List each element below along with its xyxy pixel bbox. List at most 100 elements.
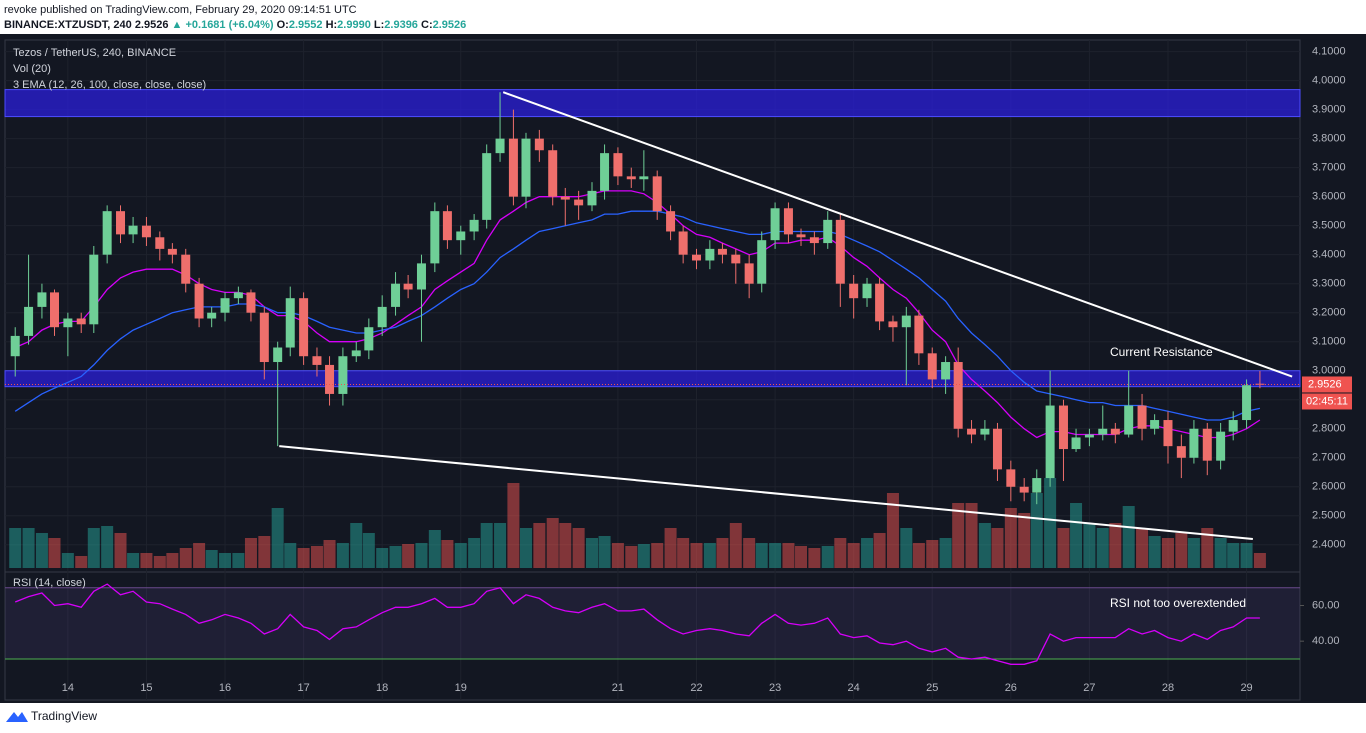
x-tick-label: 19 — [455, 682, 467, 694]
countdown: 02:45:11 — [1306, 395, 1348, 407]
volume-bar — [965, 503, 978, 568]
x-tick-label: 23 — [769, 682, 781, 694]
y-tick-label: 2.8000 — [1312, 423, 1346, 435]
candle-body — [167, 248, 177, 255]
candle-body — [927, 353, 937, 380]
volume-bar — [310, 546, 323, 568]
volume-bar — [389, 546, 402, 568]
candle-body — [377, 306, 387, 328]
volume-bar — [743, 538, 756, 568]
volume-bar — [166, 553, 179, 568]
chart-title: Tezos / TetherUS, 240, BINANCE — [13, 47, 176, 59]
volume-bar — [507, 483, 520, 568]
candle-body — [233, 292, 243, 299]
volume-bar — [1018, 513, 1031, 568]
volume-bar — [101, 526, 114, 568]
candle-body — [770, 208, 780, 241]
candle-body — [220, 298, 230, 313]
candle-body — [613, 153, 623, 177]
volume-bar — [1161, 538, 1174, 568]
x-tick-label: 18 — [376, 682, 388, 694]
candle-body — [1228, 420, 1238, 432]
candle-body — [37, 292, 47, 307]
candle-body — [574, 199, 584, 206]
candle-body — [652, 176, 662, 212]
volume-bar — [651, 543, 664, 568]
volume-bar — [22, 528, 35, 568]
candle-body — [1163, 420, 1173, 447]
volume-bar — [1214, 538, 1227, 568]
volume-bar — [847, 543, 860, 568]
volume-bar — [585, 538, 598, 568]
volume-bar — [769, 543, 782, 568]
candle-body — [600, 153, 610, 191]
y-tick-label: 3.6000 — [1312, 191, 1346, 203]
symbol: BINANCE:XTZUSDT, 240 — [4, 19, 132, 31]
volume-bar — [1240, 543, 1253, 568]
candle-body — [953, 362, 963, 429]
volume-bar — [1109, 523, 1122, 568]
candle-body — [587, 190, 597, 206]
candle-body — [364, 327, 374, 351]
y-tick-label: 3.5000 — [1312, 220, 1346, 232]
candle-body — [102, 211, 112, 255]
candle-body — [442, 211, 452, 241]
c: 2.9526 — [433, 19, 467, 31]
volume-bar — [1070, 503, 1083, 568]
c-label: C: — [421, 19, 433, 31]
candle-body — [259, 312, 269, 363]
candle-body — [1110, 428, 1120, 435]
candle-body — [299, 298, 309, 357]
candle-body — [744, 263, 754, 284]
volume-bar — [153, 556, 166, 568]
candle-body — [1137, 405, 1147, 429]
candle-body — [692, 254, 702, 261]
volume-bar — [546, 518, 559, 568]
candle-body — [1071, 437, 1081, 450]
x-tick-label: 14 — [62, 682, 74, 694]
y-tick-label: 3.3000 — [1312, 278, 1346, 290]
candle-body — [783, 208, 793, 235]
volume-bar — [795, 546, 808, 568]
candle-body — [862, 283, 872, 299]
volume-bar — [559, 523, 572, 568]
volume-bar — [468, 538, 481, 568]
candle-body — [50, 292, 60, 328]
volume-bar — [48, 538, 61, 568]
indicator-label: Vol (20) — [13, 63, 51, 75]
candle-body — [901, 315, 911, 328]
o-label: O: — [277, 19, 289, 31]
candle-body — [1019, 486, 1029, 493]
candle-body — [521, 138, 531, 197]
volume-bar — [729, 523, 742, 568]
volume-bar — [716, 538, 729, 568]
candle-body — [338, 356, 348, 394]
candle-body — [1176, 446, 1186, 458]
volume-bar — [402, 544, 415, 568]
volume-bar — [886, 493, 899, 568]
candle-body — [325, 364, 335, 394]
annotation: Current Resistance — [1110, 345, 1213, 359]
volume-bar — [664, 528, 677, 568]
zone — [4, 370, 1301, 388]
y-tick-label: 3.4000 — [1312, 249, 1346, 261]
volume-bar — [140, 553, 153, 568]
volume-bar — [690, 543, 703, 568]
candle-body — [1045, 405, 1055, 479]
rsi-annotation: RSI not too overextended — [1110, 596, 1246, 610]
l: 2.9396 — [384, 19, 418, 31]
x-tick-label: 26 — [1005, 682, 1017, 694]
y-tick-label: 2.4000 — [1312, 539, 1346, 551]
volume-bar — [376, 548, 389, 568]
candle-body — [181, 254, 191, 284]
candle-body — [469, 219, 479, 232]
volume-bar — [323, 540, 336, 568]
volume-bar — [219, 553, 232, 568]
candle-body — [639, 176, 649, 180]
trendline — [279, 445, 1253, 540]
candle-body — [430, 211, 440, 264]
candle-body — [560, 196, 570, 200]
candle-body — [128, 225, 138, 235]
volume-bar — [952, 503, 965, 568]
